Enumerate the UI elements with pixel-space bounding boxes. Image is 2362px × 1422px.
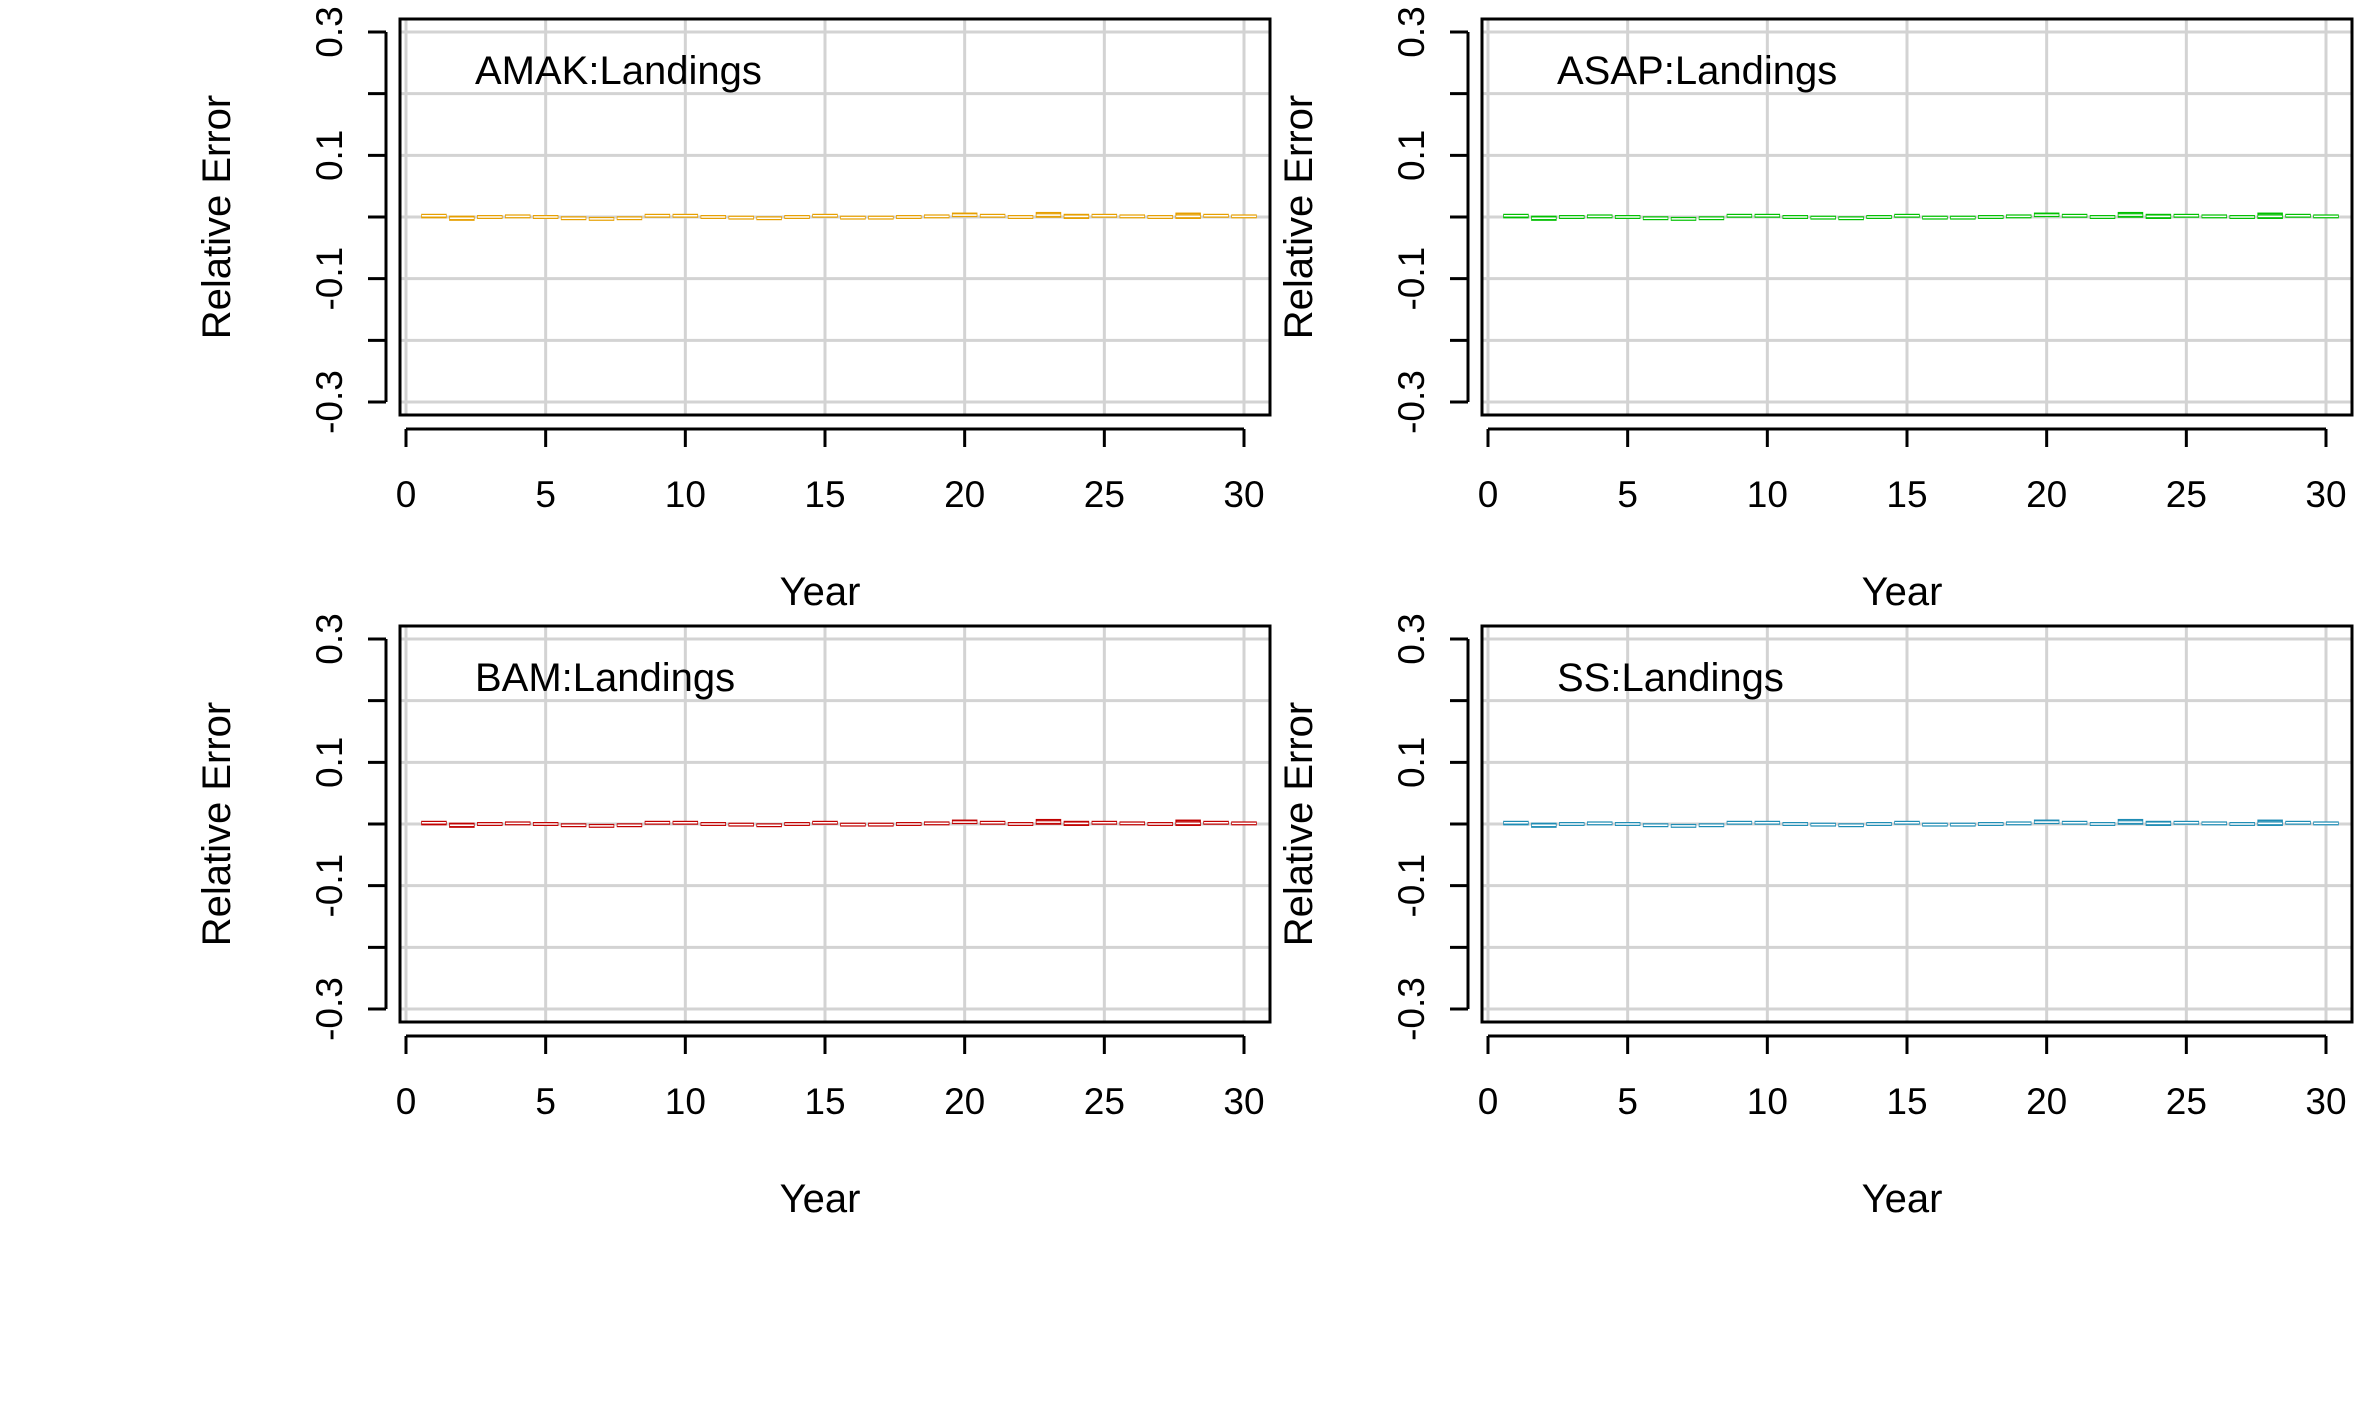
y-axis-title: Relative Error xyxy=(195,95,239,340)
plot-frame xyxy=(398,17,1272,417)
panel-title: SS:Landings xyxy=(1557,656,1784,700)
panel-1: 0 5 10 15 20 25 30 -0.3 -0.1 0.1 0.3 Year Relative E… xyxy=(195,6,1272,614)
x-tick-label: 20 xyxy=(944,474,985,515)
x-tick-label: 25 xyxy=(1084,474,1125,515)
y-tick-label: 0.1 xyxy=(1391,130,1432,181)
y-tick-label: 0.1 xyxy=(309,130,350,181)
x-axis-title: Year xyxy=(1862,1177,1943,1221)
x-tick-label: 0 xyxy=(1478,1081,1499,1122)
x-axis-title: Year xyxy=(780,1177,861,1221)
y-tick-label: -0.1 xyxy=(1391,247,1432,311)
x-tick-label: 5 xyxy=(1617,474,1638,515)
y-tick-label: 0.3 xyxy=(1391,6,1432,57)
x-tick-label: 20 xyxy=(944,1081,985,1122)
x-tick-label: 15 xyxy=(804,474,845,515)
y-tick-label: -0.1 xyxy=(309,247,350,311)
x-axis-title: Year xyxy=(780,570,861,614)
x-tick-label: 10 xyxy=(665,1081,706,1122)
y-axis-title: Relative Error xyxy=(1277,95,1321,340)
panel-title: ASAP:Landings xyxy=(1557,49,1837,93)
y-tick-label: 0.1 xyxy=(309,737,350,788)
x-tick-label: 0 xyxy=(396,474,417,515)
y-tick-label: -0.3 xyxy=(309,977,350,1041)
y-tick-label: 0.3 xyxy=(309,6,350,57)
y-tick-label: 0.3 xyxy=(1391,613,1432,664)
y-tick-label: 0.1 xyxy=(1391,737,1432,788)
x-tick-label: 15 xyxy=(804,1081,845,1122)
panel-title: AMAK:Landings xyxy=(475,49,762,93)
y-tick-label: -0.3 xyxy=(1391,977,1432,1041)
y-tick-label: -0.1 xyxy=(1391,854,1432,918)
x-tick-label: 15 xyxy=(1886,474,1927,515)
panel-title: BAM:Landings xyxy=(475,656,735,700)
x-axis-title: Year xyxy=(1862,570,1943,614)
x-tick-label: 30 xyxy=(2305,474,2346,515)
x-tick-label: 25 xyxy=(2166,474,2207,515)
y-tick-label: -0.3 xyxy=(309,370,350,434)
x-tick-label: 30 xyxy=(1223,474,1264,515)
y-axis-title: Relative Error xyxy=(1277,702,1321,947)
x-tick-label: 30 xyxy=(1223,1081,1264,1122)
x-tick-label: 5 xyxy=(535,1081,556,1122)
x-tick-label: 25 xyxy=(2166,1081,2207,1122)
x-tick-label: 30 xyxy=(2305,1081,2346,1122)
panel-4: 0 5 10 15 20 25 30 -0.3 -0.1 0.1 0.3 Year Relative E… xyxy=(1277,613,2354,1221)
plot-frame xyxy=(1480,624,2354,1024)
y-tick-label: -0.3 xyxy=(1391,370,1432,434)
x-tick-label: 10 xyxy=(1747,474,1788,515)
x-tick-label: 5 xyxy=(535,474,556,515)
plot-frame xyxy=(398,624,1272,1024)
plot-frame xyxy=(1480,17,2354,417)
x-tick-label: 10 xyxy=(1747,1081,1788,1122)
x-tick-label: 0 xyxy=(396,1081,417,1122)
x-tick-label: 15 xyxy=(1886,1081,1927,1122)
x-tick-label: 20 xyxy=(2026,474,2067,515)
panel-3: 0 5 10 15 20 25 30 -0.3 -0.1 0.1 0.3 Year Relative E… xyxy=(195,613,1272,1221)
panel-2: 0 5 10 15 20 25 30 -0.3 -0.1 0.1 0.3 Year Relative E… xyxy=(1277,6,2354,614)
y-tick-label: -0.1 xyxy=(309,854,350,918)
x-tick-label: 25 xyxy=(1084,1081,1125,1122)
x-tick-label: 20 xyxy=(2026,1081,2067,1122)
y-axis-title: Relative Error xyxy=(195,702,239,947)
x-tick-label: 5 xyxy=(1617,1081,1638,1122)
y-tick-label: 0.3 xyxy=(309,613,350,664)
x-tick-label: 10 xyxy=(665,474,706,515)
x-tick-label: 0 xyxy=(1478,474,1499,515)
